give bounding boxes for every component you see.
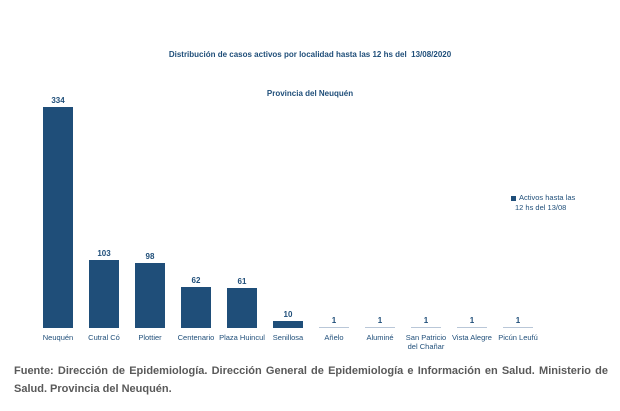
data-label-picun-leufu: 1 xyxy=(515,316,521,325)
legend-entry: Activos hasta las xyxy=(511,193,611,203)
x-axis-label-senillosa: Senillosa xyxy=(272,333,304,342)
x-axis-label-centenario: Centenario xyxy=(177,333,215,342)
x-axis-label-vista-alegre: Vista Alegre xyxy=(452,333,492,342)
bar-cutral-co xyxy=(89,260,119,328)
chart-title-line1: Distribución de casos activos por locali… xyxy=(168,50,452,59)
data-label-alumine: 1 xyxy=(377,316,383,325)
data-label-neuquen: 334 xyxy=(51,96,65,105)
x-axis-label-san-patricio-del-chanar: San Patricio del Chañar xyxy=(405,333,447,351)
legend-label-line1: Activos hasta las xyxy=(519,193,576,202)
bar-san-patricio-del-chanar xyxy=(411,327,441,328)
chart-column-cutral-co: 103 xyxy=(81,96,127,328)
data-label-plaza-huincul: 61 xyxy=(237,277,247,286)
data-label-anelo: 1 xyxy=(331,316,337,325)
chart-column-centenario: 62 xyxy=(173,96,219,328)
chart-column-neuquen: 334 xyxy=(35,96,81,328)
x-axis-label-plaza-huincul: Plaza Huincul xyxy=(219,333,265,342)
chart-column-vista-alegre: 1 xyxy=(449,96,495,328)
plot-area: 334 103 98 62 61 10 1 1 1 1 1 xyxy=(35,96,541,328)
bar-plottier xyxy=(135,263,165,328)
x-axis-label-alumine: Aluminé xyxy=(366,333,394,342)
x-axis-label-anelo: Añelo xyxy=(324,333,344,342)
chart-column-anelo: 1 xyxy=(311,96,357,328)
legend-marker-icon xyxy=(511,195,516,201)
data-label-plottier: 98 xyxy=(145,252,155,261)
data-label-vista-alegre: 1 xyxy=(469,316,475,325)
x-axis-label-plottier: Plottier xyxy=(138,333,162,342)
bar-plaza-huincul xyxy=(227,288,257,328)
x-axis: Neuquén Cutral Có Plottier Centenario Plaza … xyxy=(35,333,541,351)
chart-column-picun-leufu: 1 xyxy=(495,96,541,328)
bar-neuquen xyxy=(43,107,73,328)
chart-title-line2: Provincia del Neuquén xyxy=(266,89,354,98)
bar-centenario xyxy=(181,287,211,328)
x-axis-label-neuquen: Neuquén xyxy=(42,333,74,342)
bar-alumine xyxy=(365,327,395,328)
data-label-cutral-co: 103 xyxy=(97,249,111,258)
chart-column-senillosa: 10 xyxy=(265,96,311,328)
bar-anelo xyxy=(319,327,349,328)
bar-senillosa xyxy=(273,321,303,328)
data-label-san-patricio-del-chanar: 1 xyxy=(423,316,429,325)
bar-vista-alegre xyxy=(457,327,487,328)
data-label-senillosa: 10 xyxy=(283,310,293,319)
x-axis-label-cutral-co: Cutral Có xyxy=(88,333,120,342)
chart-column-alumine: 1 xyxy=(357,96,403,328)
legend-label-line2: 12 hs del 13/08 xyxy=(515,203,567,212)
legend: Activos hasta las 12 hs del 13/08 xyxy=(511,193,611,213)
bar-picun-leufu xyxy=(503,327,533,328)
x-axis-label-picun-leufu: Picún Leufú xyxy=(498,333,538,342)
chart-title: Distribución de casos activos por locali… xyxy=(0,22,620,126)
chart-column-plaza-huincul: 61 xyxy=(219,96,265,328)
chart-column-san-patricio-del-chanar: 1 xyxy=(403,96,449,328)
source-note: Fuente: Dirección de Epidemiología. Dire… xyxy=(14,365,608,395)
chart-column-plottier: 98 xyxy=(127,96,173,328)
data-label-centenario: 62 xyxy=(191,276,201,285)
